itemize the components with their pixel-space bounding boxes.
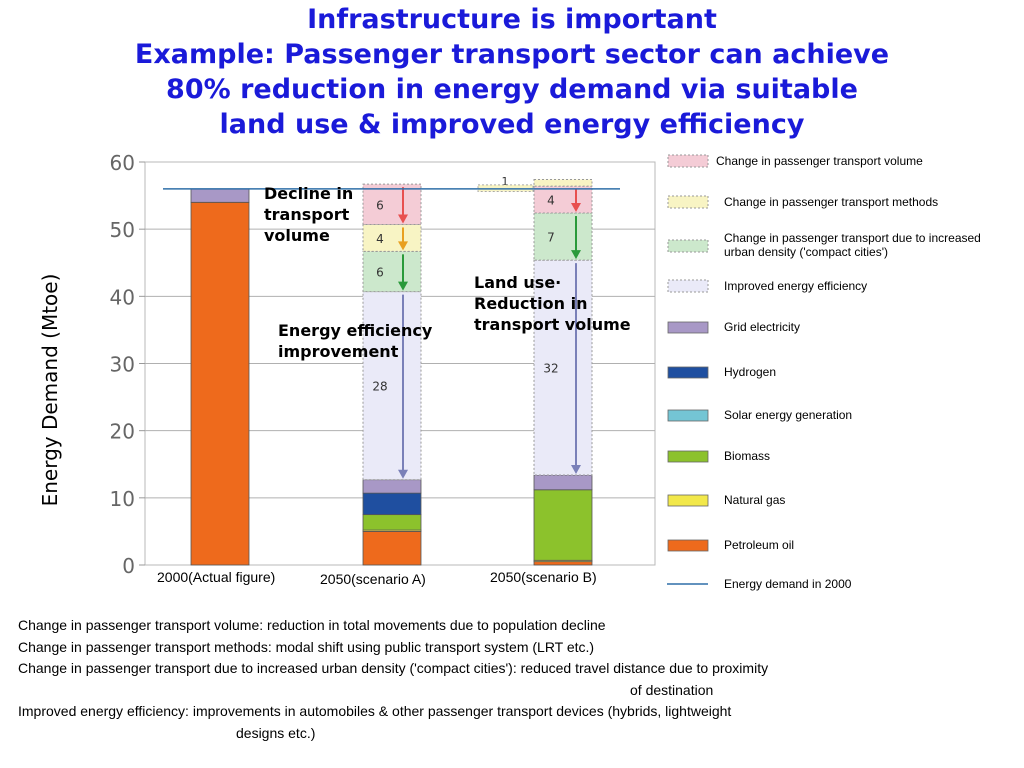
legend-label: Biomass <box>724 449 771 463</box>
reduction-arrowhead <box>571 203 581 213</box>
note-line: Change in passenger transport methods: m… <box>18 638 595 655</box>
reduction-label: 32 <box>543 362 558 376</box>
bar-segment-petroleum <box>362 531 422 566</box>
annotation-land-use: Land use· Reduction in transport volume <box>474 272 631 335</box>
bar-segment-petroleum <box>190 201 250 566</box>
legend-label: Solar energy generation <box>724 408 853 422</box>
reduction-label: 7 <box>547 231 555 245</box>
bar-segment-grid <box>533 474 593 491</box>
x-category-label: 2050(scenario A) <box>320 571 426 587</box>
reduction-arrowhead <box>571 464 581 474</box>
y-tick-label: 60 <box>110 151 135 175</box>
bar-segment-petroleum <box>533 561 593 566</box>
reduction-arrowhead <box>398 281 408 291</box>
y-tick-label: 10 <box>110 487 135 511</box>
annotation-decline: Decline in transport volume <box>264 183 353 246</box>
annotation-land-use-line: Reduction in <box>474 294 588 313</box>
legend-swatch <box>667 321 709 334</box>
legend-label: Petroleum oil <box>724 538 795 552</box>
title-line-4: land use & improved energy efficiency <box>219 109 805 140</box>
x-category-label: 2050(scenario B) <box>490 569 597 585</box>
reduction-arrowhead <box>398 214 408 224</box>
reduction-label: 6 <box>376 265 384 279</box>
legend-swatch <box>667 450 709 463</box>
reduction-segment-vol-change <box>362 183 422 225</box>
note-line: of destination <box>630 681 714 698</box>
legend-label: Grid electricity <box>724 320 801 334</box>
note-line: Change in passenger transport due to inc… <box>18 660 769 676</box>
y-axis-label: Energy Demand (Mtoe) <box>38 273 62 507</box>
reduction-segment-density-change <box>533 212 593 261</box>
legend-label: Change in passenger transport volume <box>716 154 923 168</box>
bar-segment-biomass <box>362 514 422 531</box>
legend-label: Hydrogen <box>724 365 777 379</box>
bar-segment-hydrogen <box>362 492 422 516</box>
title-line-2: Example: Passenger transport sector can … <box>134 39 890 70</box>
reduction-segment-density-change <box>362 250 422 293</box>
legend-label: Improved energy efficiency <box>724 279 868 293</box>
legend-swatch <box>667 154 709 168</box>
annotation-decline-line: transport <box>264 205 350 224</box>
legend-label: Natural gas <box>724 493 786 507</box>
reduction-segment-vol-change <box>533 185 593 214</box>
annotation-efficiency: Energy efficiency improvement <box>278 320 432 362</box>
slide-title: Infrastructure is important Example: Pas… <box>0 2 1024 142</box>
annotation-efficiency-line: improvement <box>278 342 399 361</box>
reduction-label: 28 <box>372 380 387 394</box>
y-tick-label: 30 <box>110 353 135 377</box>
y-tick-label: 50 <box>110 218 135 242</box>
title-line-3: 80% reduction in energy demand via suita… <box>166 74 858 105</box>
legend-label: Change in passenger transport methods <box>724 195 939 209</box>
y-tick-label: 20 <box>110 420 135 444</box>
reduction-segment-method-change <box>533 178 593 187</box>
bar-segment-biomass <box>533 489 593 561</box>
footnotes: Change in passenger transport volume: re… <box>18 615 768 744</box>
legend-label: Energy demand in 2000 <box>724 577 852 591</box>
annotation-decline-line: volume <box>264 226 330 245</box>
reduction-label: 4 <box>376 232 384 246</box>
legend-swatch <box>667 494 709 507</box>
reduction-label: 1 <box>502 175 509 188</box>
annotation-land-use-line: Land use· <box>474 273 562 292</box>
reduction-label: 4 <box>547 194 555 208</box>
bar-segment-grid <box>190 188 250 203</box>
note-line: designs etc.) <box>236 724 316 741</box>
legend-swatch <box>667 239 709 253</box>
y-tick-label: 0 <box>122 554 135 578</box>
legend-swatch <box>667 539 709 552</box>
annotation-efficiency-line: Energy efficiency <box>278 321 433 340</box>
legend-swatch <box>667 195 709 209</box>
legend-label: Change in passenger transport due to inc… <box>724 231 981 259</box>
reduction-segment-efficiency <box>362 291 422 481</box>
legend-swatch <box>667 366 709 379</box>
reduction-label: 6 <box>376 198 384 212</box>
x-category-label: 2000(Actual figure) <box>157 569 276 585</box>
note-line: Change in passenger transport volume: re… <box>18 617 606 633</box>
title-line-1: Infrastructure is important <box>307 4 717 35</box>
bar-segment-grid <box>362 479 422 494</box>
annotation-decline-line: Decline in <box>264 184 354 203</box>
legend-swatch <box>667 409 709 422</box>
y-tick-label: 40 <box>110 285 135 309</box>
annotation-land-use-line: transport volume <box>474 315 631 334</box>
reduction-segment-efficiency <box>533 259 593 476</box>
reduction-segment-method-change <box>362 223 422 252</box>
note-line: Improved energy efficiency: improvements… <box>18 703 732 719</box>
reduction-arrowhead <box>571 250 581 260</box>
reduction-arrowhead <box>398 241 408 251</box>
legend-swatch <box>667 279 709 293</box>
reduction-arrowhead <box>398 469 408 479</box>
